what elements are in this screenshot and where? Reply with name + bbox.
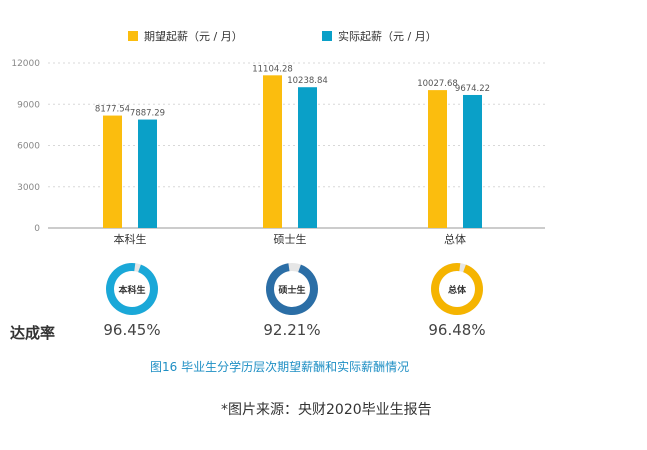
data-label: 7887.29 — [130, 109, 165, 119]
y-tick-label: 9000 — [17, 100, 40, 110]
rate-value: 96.48% — [428, 321, 485, 339]
data-label: 8177.54 — [95, 105, 130, 115]
rate-ring-arc — [431, 263, 483, 315]
bar — [298, 87, 317, 229]
x-category-label: 总体 — [444, 232, 466, 246]
rate-ring-arc — [106, 263, 158, 315]
legend-expected-swatch — [128, 31, 138, 41]
rate-ring-arc — [266, 263, 318, 315]
legend-expected: 期望起薪（元 / 月） — [128, 28, 243, 44]
legend-actual: 实际起薪（元 / 月） — [322, 28, 437, 44]
image-source: *图片来源：央财2020毕业生报告 — [221, 402, 432, 418]
x-category-label: 本科生 — [114, 232, 147, 246]
bar — [138, 119, 157, 228]
data-label: 9674.22 — [455, 84, 490, 94]
figure-caption: 图16 毕业生分学历层次期望薪酬和实际薪酬情况 — [150, 360, 410, 374]
y-tick-label: 3000 — [17, 183, 40, 193]
bars: 8177.54 7887.29 本科生 11104.28 10238.84 硕士生 1002… — [95, 64, 490, 246]
x-category-label: 硕士生 — [274, 232, 307, 246]
rate-rings: 本科生 96.45% 硕士生 92.21% 总体 96.48% — [103, 263, 486, 339]
y-tick-label: 12000 — [11, 59, 40, 69]
bar — [103, 115, 122, 228]
bar — [463, 94, 482, 228]
data-label: 11104.28 — [252, 64, 293, 74]
bar — [428, 90, 447, 228]
legend-expected-label: 期望起薪（元 / 月） — [144, 30, 243, 43]
rate-ring-label: 总体 — [448, 284, 467, 296]
legend-actual-label: 实际起薪（元 / 月） — [338, 30, 437, 43]
y-axis: 12000 9000 6000 3000 0 — [11, 59, 40, 234]
legend-actual-swatch — [322, 31, 332, 41]
data-label: 10027.68 — [417, 79, 458, 89]
gridlines — [48, 62, 545, 229]
rate-ring-label: 本科生 — [118, 284, 145, 296]
y-tick-label: 0 — [34, 224, 40, 234]
rate-ring-label: 硕士生 — [278, 284, 305, 296]
bar — [263, 75, 282, 228]
y-tick-label: 6000 — [17, 142, 40, 152]
achievement-rate-label: 达成率 — [10, 324, 56, 342]
rate-value: 96.45% — [103, 321, 160, 339]
rate-value: 92.21% — [263, 321, 320, 339]
data-label: 10238.84 — [287, 76, 328, 86]
